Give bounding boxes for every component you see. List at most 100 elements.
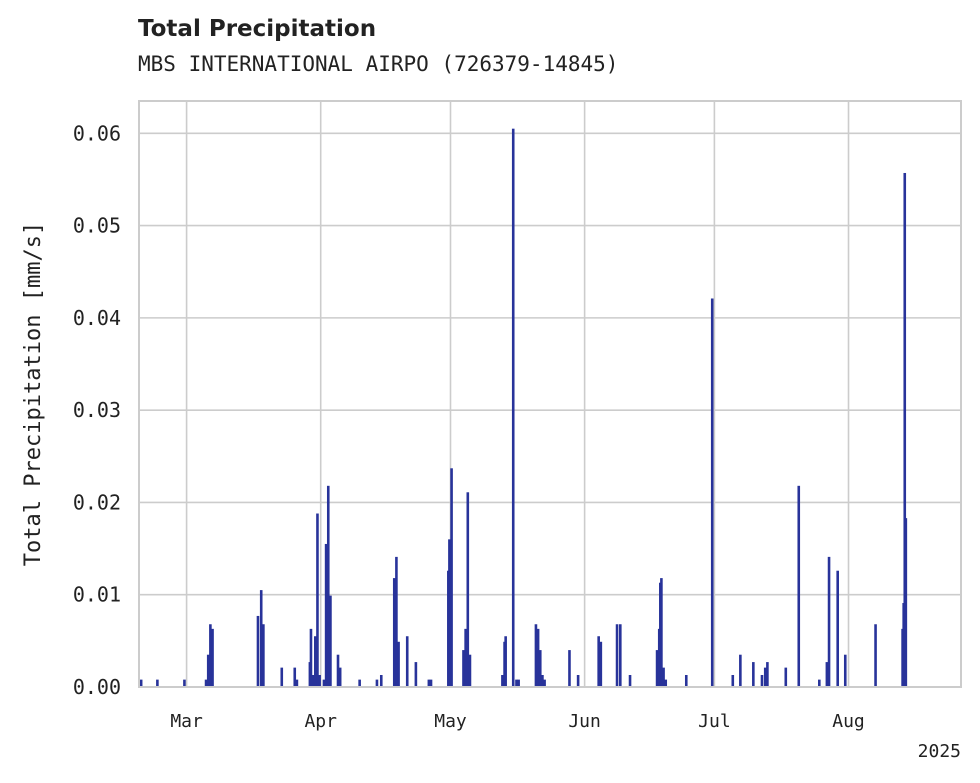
chart-subtitle: MBS INTERNATIONAL AIRPO (726379-14845) <box>138 52 619 76</box>
precipitation-bar <box>313 636 317 687</box>
precipitation-bar <box>825 662 829 687</box>
precipitation-bar <box>534 624 538 687</box>
precipitation-bar <box>280 667 284 687</box>
precipitation-bar <box>599 641 603 687</box>
chart-title: Total Precipitation <box>138 16 377 42</box>
precipitation-bar <box>358 679 361 687</box>
precipitation-bar <box>139 679 143 687</box>
precipitation-bar <box>628 675 632 687</box>
precipitation-bar <box>543 679 546 687</box>
plot-frame <box>138 100 962 688</box>
precipitation-bar <box>259 590 263 687</box>
precipitation-bar <box>797 485 801 687</box>
precipitation-bar <box>336 654 340 687</box>
precipitation-bar <box>731 675 735 687</box>
precipitation-bar <box>515 679 518 687</box>
precipitation-bar <box>466 492 470 687</box>
precipitation-bar <box>211 628 214 687</box>
precipitation-bar <box>464 628 467 687</box>
precipitation-bars <box>139 128 908 688</box>
precipitation-bar <box>392 578 396 687</box>
precipitation-bar <box>664 679 668 687</box>
precipitation-bar <box>326 485 330 687</box>
precipitation-bar <box>450 468 453 687</box>
precipitation-bar <box>517 679 520 687</box>
precipitation-bar <box>209 624 212 687</box>
precipitation-bar <box>504 636 507 687</box>
precipitation-bar <box>462 650 465 687</box>
x-tick-label: Jun <box>568 711 601 732</box>
y-tick-label: 0.04 <box>73 306 121 330</box>
x-tick-label: Mar <box>170 711 203 732</box>
precipitation-bar <box>448 539 451 687</box>
precipitation-bar <box>405 636 409 687</box>
precipitation-bar <box>818 679 821 687</box>
precipitation-bar <box>316 513 319 687</box>
precipitation-bar <box>766 662 769 687</box>
precipitation-bar <box>904 518 908 687</box>
precipitation-bar <box>204 679 208 687</box>
precipitation-bar <box>183 679 186 687</box>
y-tick-label: 0.05 <box>73 214 121 238</box>
precipitation-bar <box>375 679 379 687</box>
precipitation-bar <box>262 624 265 687</box>
x-tick-label: Aug <box>832 711 865 732</box>
precipitation-bar <box>206 654 210 687</box>
precipitation-bar <box>156 679 159 687</box>
precipitation-bar <box>538 650 542 687</box>
precipitation-bar <box>710 298 714 687</box>
x-tick-label: Apr <box>304 711 337 732</box>
y-tick-labels: 0.00 0.01 0.02 0.03 0.04 0.05 0.06 <box>73 121 121 699</box>
precipitation-bar <box>874 624 877 687</box>
precipitation-bar <box>501 675 504 687</box>
y-axis-label: Total Precipitation [mm/s] <box>21 222 46 566</box>
precipitation-bar <box>427 679 431 687</box>
precipitation-bar <box>568 650 571 687</box>
precipitation-bar <box>318 675 321 687</box>
precipitation-bar <box>597 636 600 687</box>
precipitation-bar <box>615 624 619 687</box>
x-tick-label: May <box>434 711 467 732</box>
precipitation-bar <box>739 654 742 687</box>
precipitation-bar <box>752 662 755 687</box>
x-tick-label: Jul <box>698 711 731 732</box>
year-label: 2025 <box>918 741 961 762</box>
precipitation-bar <box>576 675 580 687</box>
precipitation-bar <box>293 667 297 687</box>
precipitation-bar <box>338 667 342 687</box>
precipitation-bar <box>397 641 400 687</box>
y-tick-label: 0.06 <box>73 121 121 145</box>
x-tick-labels: Mar Apr May Jun Jul Aug <box>170 711 864 732</box>
precipitation-bar <box>684 675 688 687</box>
precipitation-bar <box>662 667 665 687</box>
precipitation-bar <box>827 556 831 687</box>
precipitation-bar <box>655 650 659 687</box>
precipitation-bar <box>295 679 299 687</box>
precipitation-bar <box>322 679 326 687</box>
precipitation-bar <box>541 675 544 687</box>
precipitation-bar <box>836 570 839 687</box>
precipitation-bar <box>468 654 472 687</box>
precipitation-bar <box>395 556 398 687</box>
precipitation-bar <box>536 628 540 687</box>
precipitation-bar <box>429 679 433 687</box>
y-tick-label: 0.01 <box>73 583 121 607</box>
grid-lines <box>139 101 961 688</box>
precipitation-bar <box>903 172 907 688</box>
precipitation-bar <box>843 654 847 687</box>
precipitation-bar <box>311 675 315 687</box>
precipitation-bar <box>784 667 788 687</box>
precipitation-bar <box>309 628 313 687</box>
precipitation-bar <box>379 675 383 687</box>
precipitation-bar <box>511 128 515 687</box>
precipitation-bar <box>619 624 622 687</box>
precipitation-bar <box>324 543 328 687</box>
y-tick-label: 0.00 <box>73 675 121 699</box>
precipitation-bar <box>256 615 260 687</box>
precipitation-bar <box>414 662 418 687</box>
y-tick-label: 0.02 <box>73 490 121 514</box>
precipitation-bar <box>763 667 767 687</box>
precipitation-bar <box>329 595 332 687</box>
precipitation-bar <box>660 578 663 687</box>
